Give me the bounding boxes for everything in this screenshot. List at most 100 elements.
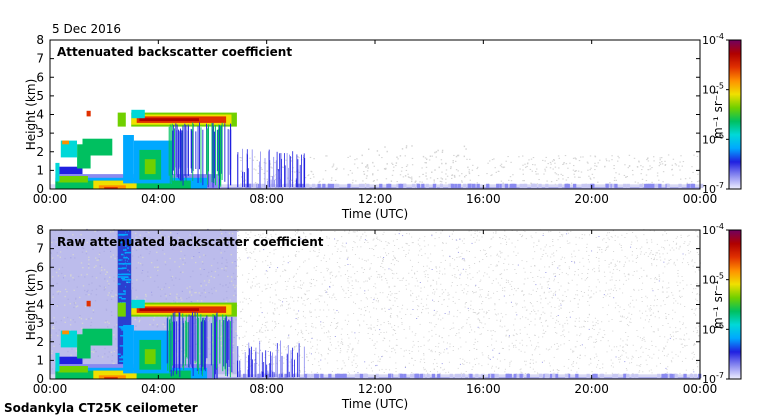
noise-speck-blue	[598, 236, 600, 237]
noise-speck	[558, 345, 560, 347]
noise-speck	[617, 305, 619, 306]
noise-speck	[570, 348, 572, 350]
noise-speck	[574, 255, 576, 257]
y-tick-label: 1	[36, 353, 44, 367]
noise-column-speck	[124, 251, 131, 254]
noise-speck	[272, 312, 274, 314]
surface-band-speck	[242, 183, 246, 189]
noise-speck	[626, 369, 628, 371]
noise-speck	[283, 346, 285, 348]
noise-speck	[110, 231, 112, 233]
noise-speck	[343, 362, 345, 364]
noise-speck	[649, 307, 651, 309]
noise-speck	[297, 286, 299, 288]
noise-speck	[435, 346, 437, 347]
y-tick-label: 7	[36, 52, 44, 66]
noise-speck	[389, 291, 391, 293]
noise-speck	[667, 296, 669, 298]
noise-speck	[318, 361, 320, 363]
noise-speck-blue	[381, 356, 383, 358]
surface-band-speck	[419, 373, 423, 379]
fall-streak	[284, 153, 285, 188]
noise-speck	[364, 293, 366, 294]
noise-speck	[614, 240, 616, 241]
noise-speck	[484, 254, 486, 255]
noise-speck	[483, 311, 485, 313]
noise-speck	[444, 268, 446, 270]
noise-speck	[544, 246, 546, 248]
noise-speck	[240, 170, 242, 172]
noise-speck	[480, 333, 482, 335]
surface-band-speck	[650, 183, 654, 189]
noise-speck	[574, 170, 576, 172]
noise-speck	[579, 357, 581, 359]
noise-speck	[293, 285, 295, 287]
noise-speck	[178, 278, 181, 280]
noise-speck	[640, 364, 642, 365]
noise-speck	[654, 282, 656, 283]
noise-speck	[359, 325, 361, 327]
noise-speck	[679, 372, 681, 374]
noise-speck	[504, 258, 506, 260]
noise-speck	[230, 365, 232, 367]
surface-band-speck	[664, 373, 668, 379]
noise-speck	[645, 310, 647, 312]
noise-speck	[57, 335, 59, 337]
noise-speck	[555, 290, 557, 292]
noise-speck	[575, 243, 577, 245]
noise-speck	[136, 317, 138, 319]
noise-speck	[651, 263, 653, 265]
noise-speck	[186, 298, 188, 300]
noise-speck	[424, 157, 427, 159]
noise-speck	[615, 179, 617, 181]
fall-streak	[280, 340, 281, 378]
noise-speck	[611, 236, 613, 238]
noise-speck	[628, 312, 630, 314]
noise-speck	[429, 322, 431, 324]
surface-band-speck	[305, 183, 310, 189]
colorbar-tick-label: 10-4	[702, 222, 724, 237]
noise-speck	[309, 312, 311, 314]
surface-band-speck	[388, 183, 392, 189]
noise-speck-blue	[471, 242, 473, 244]
noise-speck	[642, 371, 644, 373]
noise-speck	[439, 180, 442, 182]
noise-speck	[529, 168, 532, 170]
noise-speck	[70, 354, 72, 356]
noise-speck-blue	[334, 336, 336, 337]
x-axis-label: Time (UTC)	[341, 397, 408, 411]
noise-speck	[540, 302, 542, 304]
noise-speck	[286, 359, 288, 361]
noise-speck	[320, 272, 322, 273]
noise-speck	[111, 360, 113, 362]
noise-speck	[145, 238, 147, 241]
noise-column-speck	[124, 262, 126, 264]
noise-speck	[146, 248, 148, 250]
noise-speck	[474, 312, 476, 313]
noise-speck	[441, 249, 443, 251]
noise-speck	[469, 350, 471, 351]
noise-speck	[340, 275, 342, 277]
noise-speck	[599, 159, 601, 161]
noise-speck	[363, 320, 365, 322]
noise-speck	[681, 262, 683, 264]
noise-column-speck	[121, 259, 123, 261]
noise-speck	[181, 350, 183, 352]
noise-speck	[575, 294, 577, 296]
noise-column-speck	[125, 245, 127, 247]
noise-speck	[677, 331, 679, 332]
noise-speck-blue	[432, 299, 434, 301]
noise-speck	[370, 275, 372, 277]
noise-speck	[534, 371, 536, 373]
surface-band-speck	[549, 373, 554, 379]
fall-streak	[289, 154, 290, 188]
noise-speck	[404, 365, 406, 367]
noise-speck	[594, 156, 597, 158]
noise-speck	[664, 164, 666, 166]
noise-speck	[591, 173, 594, 175]
noise-speck	[340, 342, 342, 344]
noise-speck	[405, 169, 408, 171]
noise-speck	[582, 295, 584, 297]
noise-speck	[439, 296, 441, 297]
noise-speck	[57, 255, 59, 257]
